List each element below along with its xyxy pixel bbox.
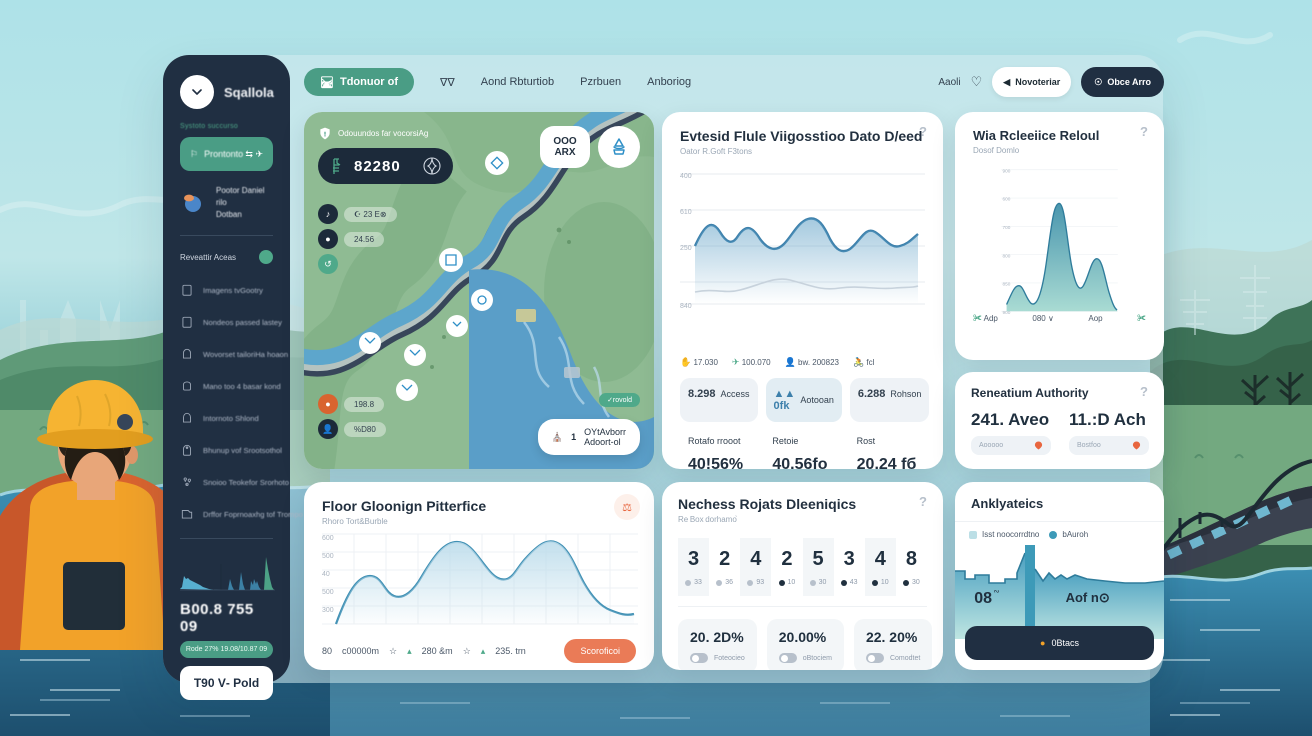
- svg-text:500: 500: [322, 589, 334, 596]
- svg-text:610: 610: [680, 209, 692, 216]
- svg-text:800: 800: [1003, 253, 1011, 258]
- svg-text:300: 300: [322, 607, 334, 614]
- svg-text:840: 840: [680, 303, 692, 310]
- svg-text:600: 600: [322, 535, 334, 542]
- svg-text:400: 400: [680, 173, 692, 180]
- svg-text:40: 40: [322, 571, 330, 578]
- svg-text:250: 250: [680, 245, 692, 252]
- svg-text:850: 850: [1003, 282, 1011, 287]
- svg-text:900: 900: [1003, 168, 1011, 173]
- svg-text:500: 500: [322, 553, 334, 560]
- svg-text:600: 600: [1003, 197, 1011, 202]
- svg-text:700: 700: [1003, 225, 1011, 230]
